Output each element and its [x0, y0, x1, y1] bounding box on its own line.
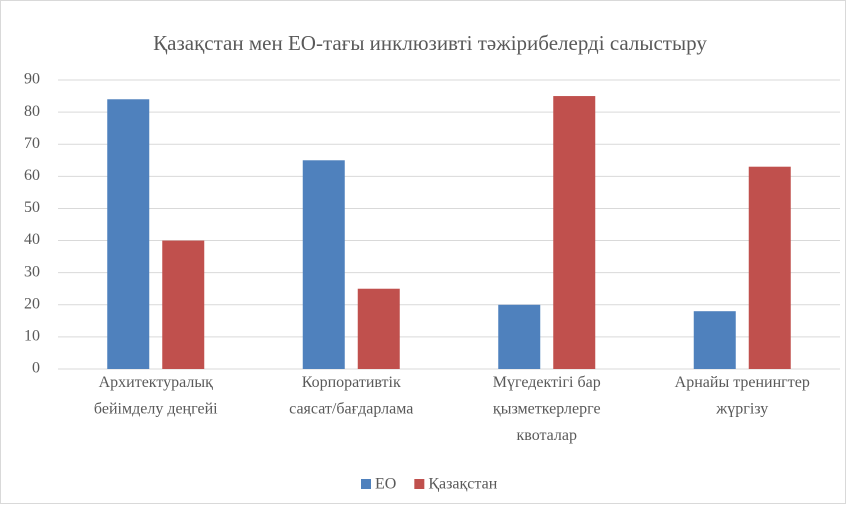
- bar: [693, 311, 736, 369]
- bar: [553, 96, 596, 370]
- y-tick-label: 30: [24, 263, 40, 280]
- legend-label: ЕО: [375, 476, 396, 493]
- y-tick-label: 0: [32, 360, 40, 377]
- bar: [357, 288, 400, 369]
- y-tick-label: 80: [24, 103, 40, 120]
- chart-title: Қазақстан мен ЕО-тағы инклюзивті тәжіриб…: [153, 31, 707, 55]
- y-tick-label: 90: [24, 71, 40, 88]
- bar: [302, 160, 345, 369]
- x-tick-label: Архитектуралық бейімделу деңгейі: [94, 374, 218, 418]
- bar: [107, 99, 150, 370]
- y-tick-label: 50: [24, 199, 40, 216]
- x-tick-label: Арнайы тренингтер жүргізу: [675, 374, 810, 418]
- y-tick-label: 10: [24, 328, 40, 345]
- x-tick-label: Корпоративтік саясат/бағдарлама: [289, 374, 413, 418]
- bar: [748, 166, 791, 369]
- bar: [162, 240, 205, 369]
- legend-swatch: [361, 479, 371, 489]
- bar: [498, 304, 541, 369]
- y-tick-label: 20: [24, 295, 40, 312]
- y-tick-label: 70: [24, 135, 40, 152]
- legend-label: Қазақстан: [428, 476, 497, 493]
- legend-swatch: [414, 479, 425, 489]
- y-tick-label: 40: [24, 231, 40, 248]
- y-tick-label: 60: [24, 167, 40, 184]
- x-tick-label: Мүгедектігі бар қызметкерлерге квоталар: [493, 374, 601, 444]
